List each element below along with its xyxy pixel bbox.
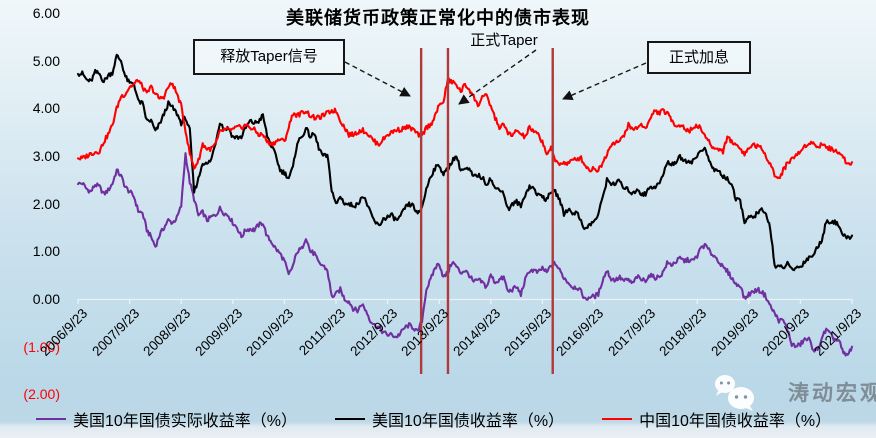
annotation-official-taper-label: 正式Taper xyxy=(470,32,538,49)
y-tick-label: 5.00 xyxy=(32,53,60,69)
legend-item-china-yield: 中国10年国债收益率（%） xyxy=(602,407,831,431)
y-tick-label: 3.00 xyxy=(32,148,60,164)
legend-swatch-black-line xyxy=(335,418,366,420)
legend-label: 美国10年国债收益率（%） xyxy=(372,413,565,430)
chart-title: 美联储货币政策正常化中的债市表现 xyxy=(286,8,590,28)
arrow-rate-hike xyxy=(562,62,647,101)
annotation-taper-signal-box: 释放Taper信号 xyxy=(193,39,345,75)
y-tick-label: (2.00) xyxy=(23,386,60,402)
legend-swatch-red-line xyxy=(602,418,633,420)
legend-label: 美国10年国债实际收益率（%） xyxy=(73,413,298,430)
wechat-icon xyxy=(715,375,754,411)
y-tick-label: (1.00) xyxy=(23,339,60,355)
legend-item-us-real-yield: 美国10年国债实际收益率（%） xyxy=(36,407,297,431)
y-tick-label: 2.00 xyxy=(32,196,60,212)
arrow-taper-signal xyxy=(344,61,411,97)
watermark: 涛动宏观 xyxy=(708,371,876,413)
annotation-arrows xyxy=(344,49,647,105)
y-tick-label: 0.00 xyxy=(32,291,60,307)
y-tick-label: 6.00 xyxy=(32,5,60,21)
y-tick-label: 4.00 xyxy=(32,100,60,116)
legend-item-us-yield: 美国10年国债收益率（%） xyxy=(335,407,564,431)
x-axis-line xyxy=(77,298,853,304)
legend-swatch-purple-line xyxy=(36,418,66,420)
event-vertical-lines xyxy=(419,48,554,374)
legend-label: 中国10年国债收益率（%） xyxy=(639,413,832,430)
y-tick-label: 1.00 xyxy=(32,243,60,259)
annotation-rate-hike-box: 正式加息 xyxy=(647,41,751,74)
series-lines xyxy=(76,53,854,357)
legend: 美国10年国债实际收益率（%） 美国10年国债收益率（%） 中国10年国债收益率… xyxy=(36,407,831,431)
watermark-text: 涛动宏观 xyxy=(788,382,876,405)
arrow-official-taper xyxy=(458,49,537,105)
